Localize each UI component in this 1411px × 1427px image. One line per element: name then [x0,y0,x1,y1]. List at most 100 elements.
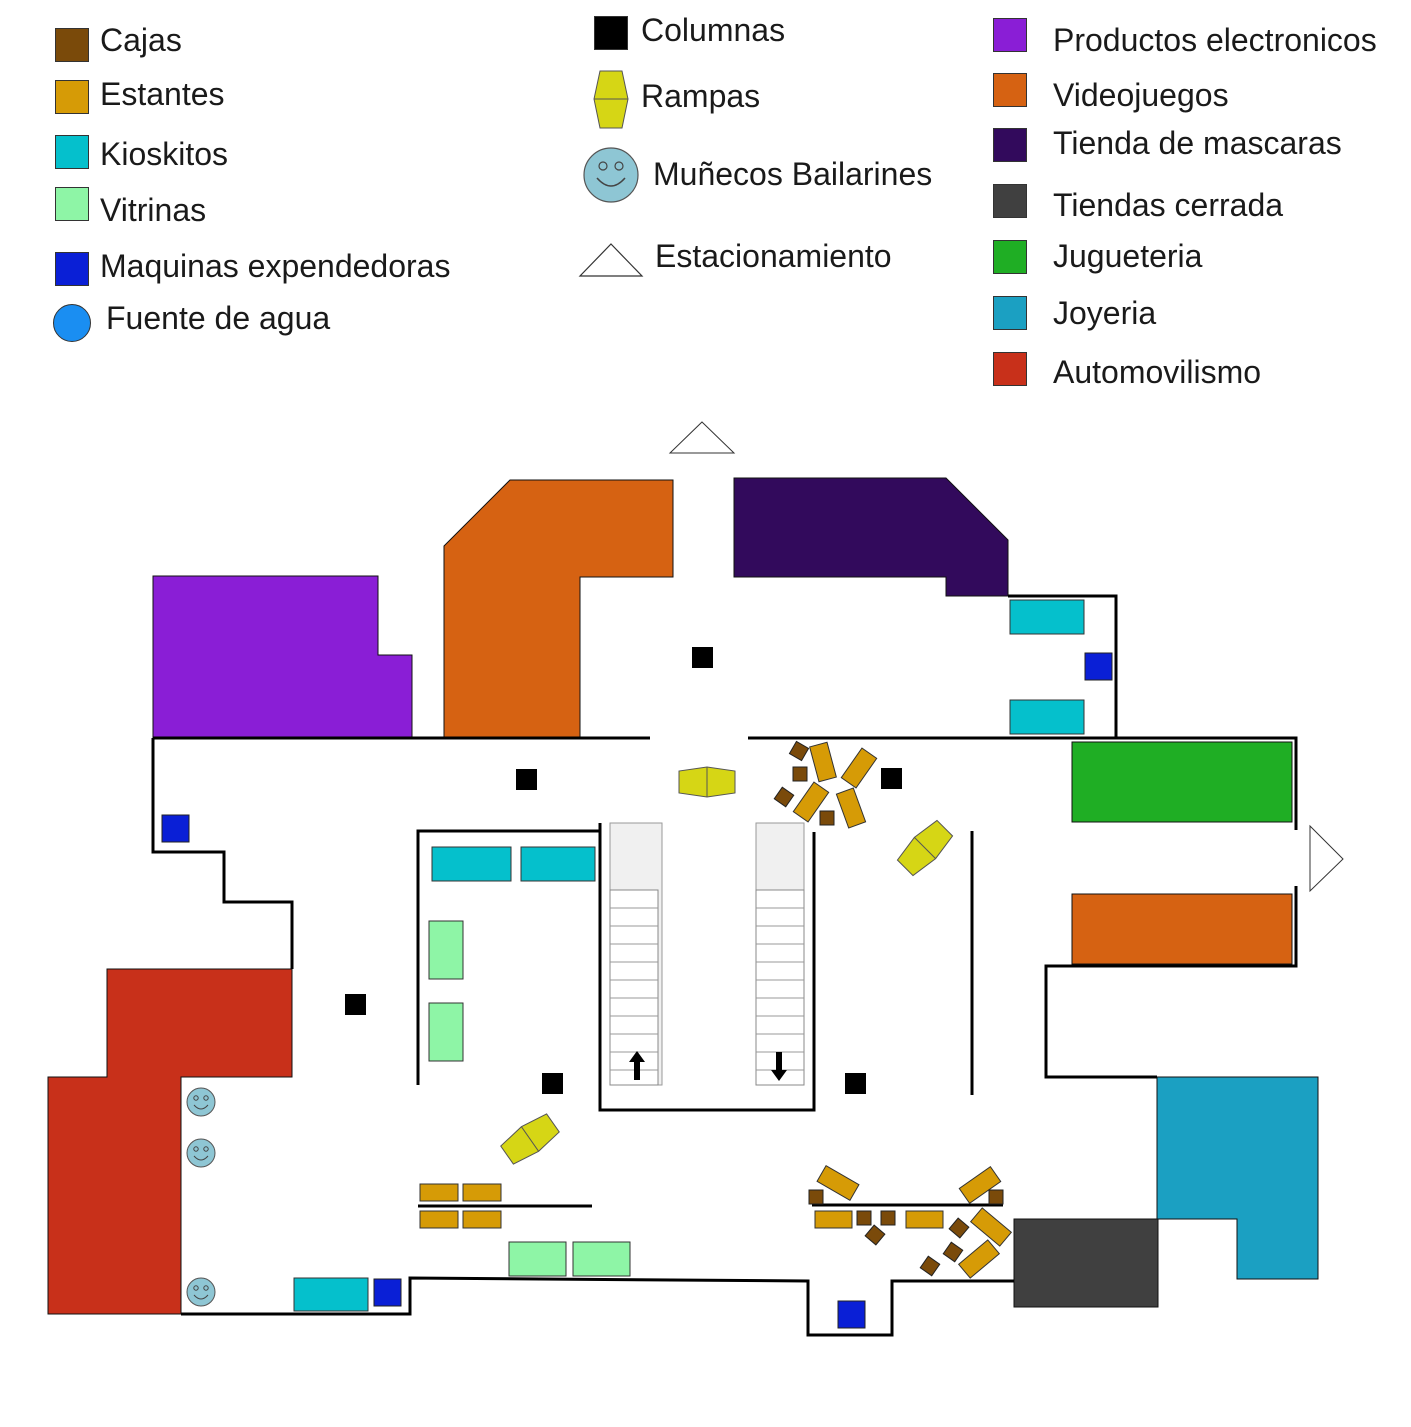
shelf [835,787,867,829]
box [942,1241,964,1263]
legend-label-automovilismo: Automovilismo [1053,354,1262,390]
store-mascaras [733,477,1009,597]
box [856,1210,872,1226]
parking-triangle-icon [578,243,644,277]
box [880,1210,896,1226]
legend-label-jugueteria: Jugueteria [1053,238,1203,274]
kiosk [1009,699,1085,735]
column [542,1073,563,1094]
box [792,766,808,782]
legend-label-cajas: Cajas [100,22,182,58]
legend-label-rampas: Rampas [641,78,761,114]
kioskitos-swatch [55,135,89,169]
legend-label-estacionamiento: Estacionamiento [655,238,892,274]
legend-label-estantes: Estantes [100,76,225,112]
vending-machine [373,1278,402,1307]
ramp [500,1113,560,1165]
store-joyeria [1156,1076,1319,1280]
shelf [462,1183,502,1202]
ramp [896,819,954,877]
estantes-swatch [55,80,89,114]
maquinas-swatch [55,252,89,286]
escalator-up [609,822,663,1086]
ramp [678,766,736,798]
showcase [428,920,464,980]
dancing-doll-smiley-icon [186,1277,216,1307]
shelf [840,747,878,789]
videojuegos-swatch [993,73,1027,107]
arrow-down-icon [771,1052,787,1081]
joyeria-swatch [993,296,1027,330]
columnas-swatch [594,16,628,50]
store-jugueteria [1071,741,1293,823]
legend-label-vitrinas: Vitrinas [100,192,207,228]
shelf [814,1210,853,1229]
shelf [462,1210,502,1229]
box [988,1189,1004,1205]
smiley-icon [583,147,639,203]
box [808,1189,824,1205]
box [948,1217,970,1239]
legend-label-kioskitos: Kioskitos [100,136,229,172]
shelf [958,1166,1002,1204]
shelf [957,1239,1001,1279]
cajas-swatch [55,28,89,62]
shelf [792,781,830,823]
showcase [572,1241,631,1277]
column [881,768,902,789]
escalator-down [755,822,805,1086]
cerrada-swatch [993,184,1027,218]
kiosk [1009,599,1085,635]
legend-label-electronicos: Productos electronicos [1053,22,1377,58]
shelf [905,1210,944,1229]
vitrinas-swatch [55,187,89,221]
kiosk [293,1277,369,1312]
legend-label-joyeria: Joyeria [1053,295,1157,331]
store-cerrada [1013,1218,1159,1308]
automovilismo-swatch [993,352,1027,386]
wall-left [151,736,1008,969]
legend-label-columnas: Columnas [641,12,786,48]
column [845,1073,866,1094]
store-electronicos [152,575,413,739]
column [516,769,537,790]
electronicos-swatch [993,18,1027,52]
legend-label-cerrada: Tiendas cerrada [1053,187,1284,223]
legend-label-maquinas: Maquinas expendedoras [100,248,451,284]
shelf [419,1183,459,1202]
shelf [809,741,837,783]
shelf [419,1210,459,1229]
dancing-doll-smiley-icon [186,1087,216,1117]
wall-bottom [181,1276,1014,1337]
legend-label-munecos: Muñecos Bailarines [653,156,933,192]
store-videojuegos-top [443,479,674,739]
box [819,810,835,826]
shelf [816,1165,860,1201]
parking-triangle-right [1309,824,1344,893]
wall-right-mid [1044,886,1298,1079]
mascaras-swatch [993,128,1027,162]
fuente-swatch [53,304,91,342]
shelf [969,1207,1013,1247]
store-videojuegos-right [1071,893,1293,965]
box [788,740,810,762]
box [864,1224,886,1246]
legend-label-mascaras: Tienda de mascaras [1053,125,1342,161]
vending-machine [1084,652,1113,681]
ramp-icon [593,70,629,129]
column [345,994,366,1015]
legend-label-videojuegos: Videojuegos [1053,77,1229,113]
arrow-up-icon [629,1051,645,1080]
kiosk [520,846,596,882]
dancing-doll-smiley-icon [186,1138,216,1168]
showcase [508,1241,567,1277]
column [692,647,713,668]
box [919,1255,941,1277]
vending-machine [837,1300,866,1329]
store-automovilismo [47,968,293,1315]
box [773,786,795,808]
wall-right-top [1008,594,1298,830]
showcase [428,1002,464,1062]
wall-inner-left [416,823,816,1112]
parking-triangle-top [668,421,736,454]
